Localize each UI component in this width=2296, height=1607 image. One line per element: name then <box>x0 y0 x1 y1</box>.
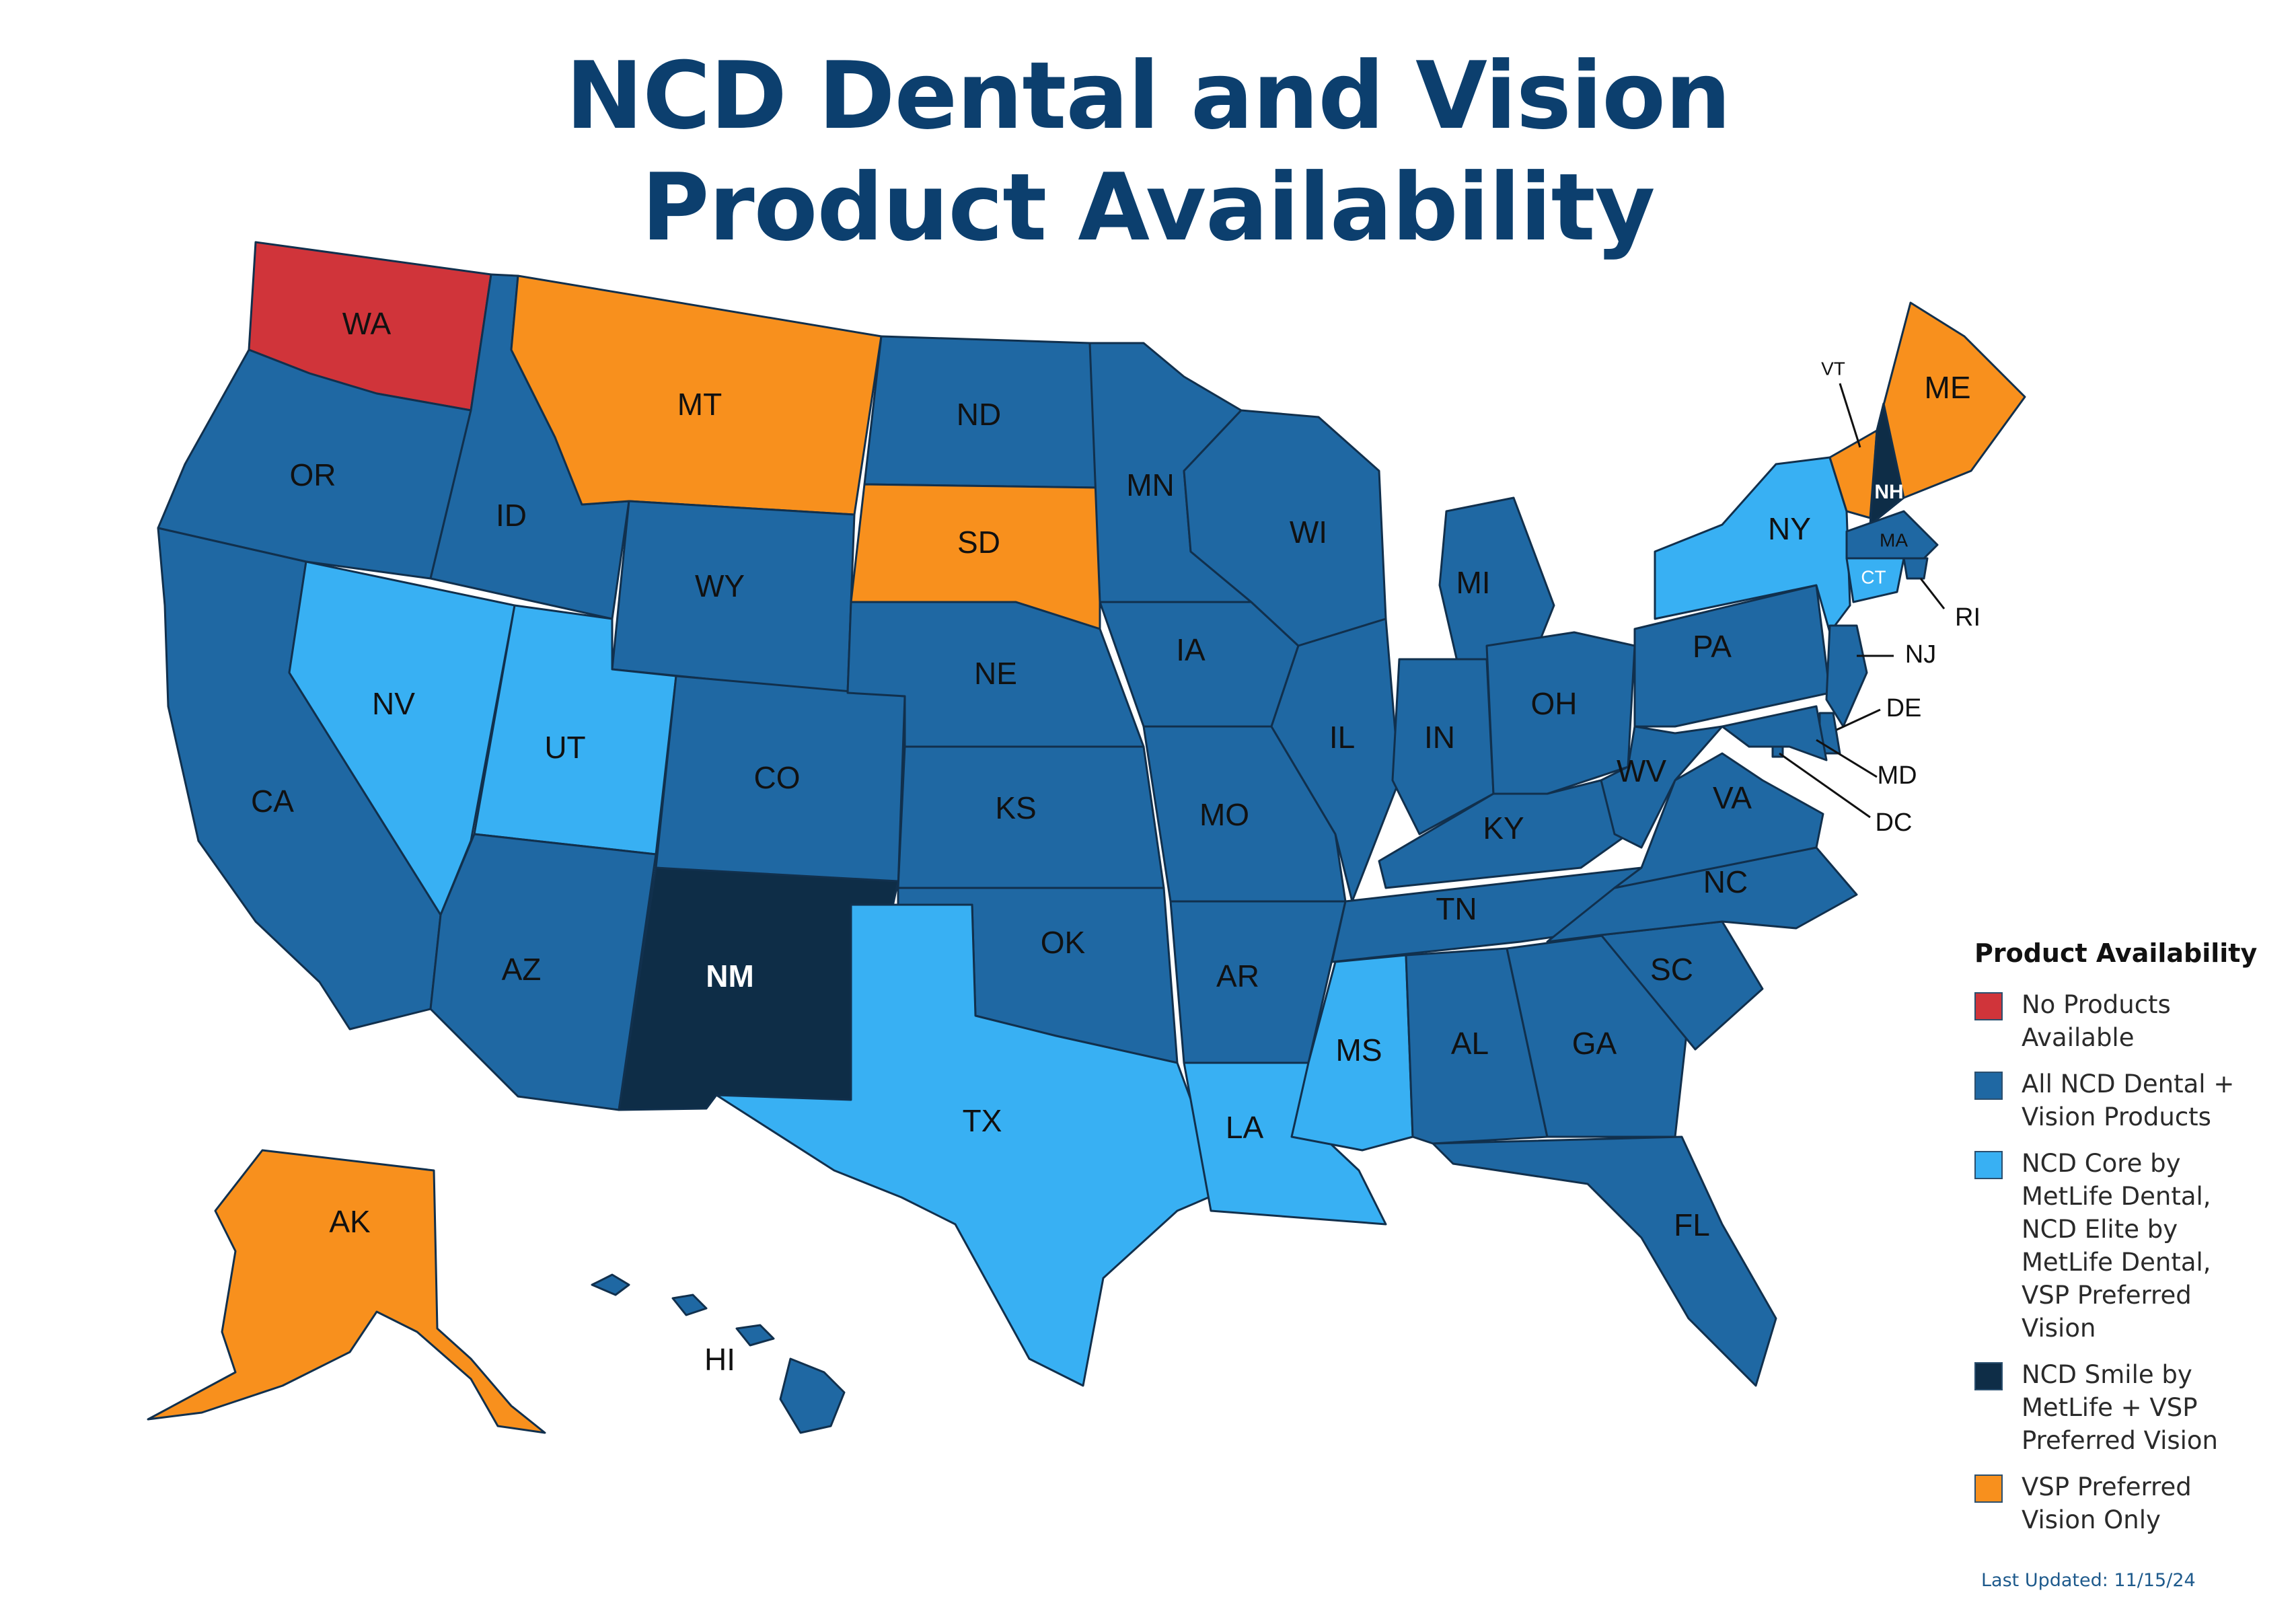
title-line-1: NCD Dental and Vision <box>565 42 1732 150</box>
state-ak <box>147 1149 546 1434</box>
page-title: NCD Dental and Vision Product Availabili… <box>0 40 2296 264</box>
state-label-la: LA <box>1226 1110 1264 1145</box>
state-label-nm: NM <box>706 959 754 994</box>
state-label-mt: MT <box>677 387 722 422</box>
state-md <box>1721 705 1828 761</box>
state-me <box>1876 301 2026 499</box>
state-label-hi: HI <box>704 1342 735 1377</box>
legend-label: NCD Smile by MetLife + VSP Preferred Vis… <box>2022 1360 2219 1455</box>
state-label-ca: CA <box>251 784 294 819</box>
legend: Product Availability No Products Availab… <box>1974 938 2270 1550</box>
state-label-mn: MN <box>1126 468 1175 502</box>
legend-swatch <box>1974 1151 2003 1179</box>
legend-item-core-elite-vsp: NCD Core by MetLife Dental, NCD Elite by… <box>1974 1147 2270 1345</box>
state-label-nd: ND <box>957 397 1001 432</box>
state-label-ga: GA <box>1572 1026 1617 1061</box>
state-al <box>1405 947 1549 1145</box>
leader-line-dc <box>1779 752 1871 819</box>
state-label-mi: MI <box>1456 565 1490 600</box>
state-az <box>429 833 657 1111</box>
state-label-sd: SD <box>957 525 1000 560</box>
state-hi <box>779 1357 846 1434</box>
state-label-az: AZ <box>502 952 542 987</box>
legend-label: NCD Core by MetLife Dental, NCD Elite by… <box>2022 1149 2211 1343</box>
state-mo <box>1142 725 1347 903</box>
legend-label: All NCD Dental + Vision Products <box>2022 1070 2235 1131</box>
state-hi-island <box>735 1324 775 1347</box>
state-label-tn: TN <box>1436 891 1477 926</box>
state-label-fl: FL <box>1674 1207 1710 1242</box>
state-label-ok: OK <box>1041 925 1086 960</box>
state-label-ky: KY <box>1483 811 1524 846</box>
state-label-pa: PA <box>1693 629 1732 664</box>
legend-title: Product Availability <box>1974 938 2258 968</box>
legend-swatch <box>1974 1474 2003 1503</box>
state-va <box>1613 752 1824 889</box>
last-updated-text: Last Updated: 11/15/24 <box>1981 1570 2196 1591</box>
state-label-ne: NE <box>974 656 1017 691</box>
state-label-va: VA <box>1713 780 1752 815</box>
state-label-sc: SC <box>1650 952 1693 987</box>
legend-label: No Products Available <box>2022 990 2171 1052</box>
state-label-nj: NJ <box>1905 640 1936 669</box>
leader-line-md <box>1816 739 1878 778</box>
state-label-or: OR <box>290 457 336 492</box>
state-label-de: DE <box>1886 694 1922 722</box>
state-label-dc: DC <box>1876 809 1913 837</box>
legend-item-vsp-only: VSP Preferred Vision Only <box>1974 1470 2270 1536</box>
state-label-me: ME <box>1925 370 1971 405</box>
state-label-ri: RI <box>1955 603 1980 632</box>
state-label-oh: OH <box>1531 686 1578 721</box>
legend-swatch <box>1974 1072 2003 1100</box>
state-tx <box>715 903 1226 1387</box>
legend-label: VSP Preferred Vision Only <box>2022 1472 2192 1534</box>
legend-swatch <box>1974 992 2003 1020</box>
state-label-ks: KS <box>995 790 1036 825</box>
state-label-vt: VT <box>1821 358 1845 379</box>
state-label-ma: MA <box>1880 529 1908 550</box>
state-ct <box>1845 557 1905 603</box>
state-label-nh: NH <box>1874 481 1903 503</box>
state-label-al: AL <box>1451 1026 1489 1061</box>
state-label-ms: MS <box>1336 1033 1382 1068</box>
state-label-ak: AK <box>329 1204 371 1239</box>
state-label-ut: UT <box>544 730 585 765</box>
state-label-nc: NC <box>1703 864 1748 899</box>
state-label-tx: TX <box>963 1103 1002 1138</box>
state-fl <box>1432 1135 1777 1387</box>
state-nj <box>1825 624 1868 728</box>
state-label-ct: CT <box>1861 566 1886 587</box>
state-label-wi: WI <box>1290 515 1327 550</box>
state-label-ar: AR <box>1216 959 1259 994</box>
state-mt <box>510 274 883 516</box>
state-ri <box>1902 557 1929 580</box>
legend-item-no-products: No Products Available <box>1974 988 2270 1054</box>
leader-line-vt <box>1839 383 1861 448</box>
legend-item-all-products: All NCD Dental + Vision Products <box>1974 1068 2270 1133</box>
title-line-2: Product Availability <box>641 153 1655 262</box>
state-label-ny: NY <box>1768 511 1811 546</box>
legend-item-smile-vsp: NCD Smile by MetLife + VSP Preferred Vis… <box>1974 1358 2270 1457</box>
state-label-co: CO <box>754 760 801 795</box>
leader-line-de <box>1836 708 1881 731</box>
state-label-wy: WY <box>695 568 745 603</box>
leader-line-ri <box>1919 578 1946 609</box>
state-hi-island <box>671 1294 708 1316</box>
state-label-id: ID <box>496 498 527 533</box>
state-label-ia: IA <box>1176 632 1206 667</box>
legend-swatch <box>1974 1362 2003 1390</box>
state-label-il: IL <box>1329 720 1355 755</box>
state-label-md: MD <box>1877 761 1917 790</box>
state-label-wv: WV <box>1617 753 1666 788</box>
state-label-in: IN <box>1424 720 1455 755</box>
state-hi-island <box>591 1273 630 1296</box>
state-label-mo: MO <box>1199 797 1249 832</box>
state-ma <box>1845 510 1939 560</box>
state-label-nv: NV <box>372 686 415 721</box>
state-label-wa: WA <box>342 306 392 341</box>
state-in <box>1391 658 1495 835</box>
